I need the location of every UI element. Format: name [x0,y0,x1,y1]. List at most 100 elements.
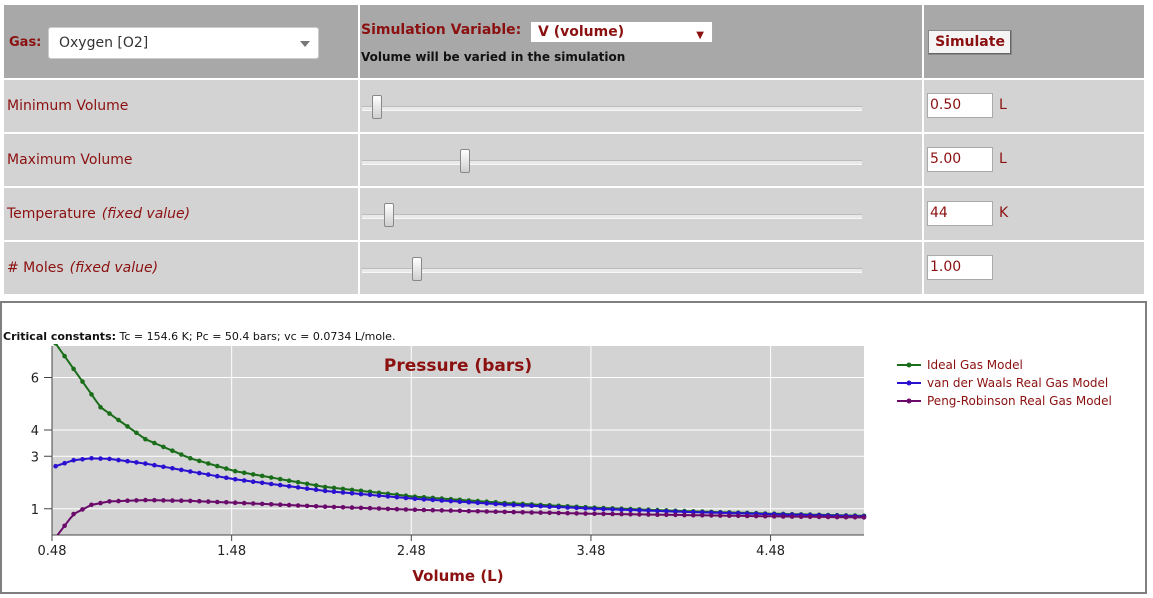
series-point [179,467,184,473]
chevron-down-icon [300,41,310,47]
y-axis: 1 3 4 6 [31,346,53,535]
series-point [116,457,121,463]
temperature-slider-handle[interactable] [384,203,394,227]
series-point [322,504,328,509]
grid [52,346,864,535]
series-point [143,461,148,466]
row-max-volume-label-cell: Maximum Volume [4,134,358,186]
series-point [376,506,382,511]
series-point [771,514,777,519]
series-point [125,424,130,429]
series-point [286,502,292,508]
series-point [322,484,328,490]
series-point [152,462,157,468]
chart-title: Pressure (bars) [384,356,532,376]
series-point [547,504,552,509]
series-point [206,499,211,504]
series-point [206,472,211,477]
series-point [340,486,346,492]
series-point [197,498,202,504]
series-point [484,501,490,506]
series-point [259,473,265,479]
moles-slider-handle[interactable] [412,257,422,281]
min-volume-input[interactable]: 0.50 [927,93,993,118]
series-point [304,481,310,487]
sim-var-cell: Simulation Variable: V (volume) ▼ Volume… [360,5,922,78]
series-point [340,490,346,495]
series-point [601,506,606,512]
x-tick-label: 3.48 [576,544,605,559]
series-point [277,482,283,488]
series-point [673,512,678,518]
series-point [134,430,139,436]
series-point [313,504,319,509]
series-point [170,498,175,503]
series-point [520,510,525,515]
row-label-text: Minimum Volume [7,98,129,114]
series-point [125,498,130,503]
series-point [664,512,669,518]
row-label-text: Temperature [7,206,96,222]
series-point [215,463,220,469]
max-volume-slider-handle[interactable] [460,149,470,173]
series-point [439,498,445,503]
legend-entry: van der Waals Real Gas Model [927,376,1108,390]
row-temperature-value-cell: 44 K [924,188,1144,240]
series-point [637,508,642,513]
temperature-slider[interactable] [362,203,862,227]
moles-input[interactable]: 1.00 [927,255,993,280]
sim-var-select[interactable]: V (volume) ▼ [530,21,713,43]
row-min-volume-label-cell: Minimum Volume [4,80,358,132]
series-point [161,444,166,450]
row-moles-label-cell: # Moles (fixed value) [4,242,358,294]
series-point [322,488,328,494]
series-point [286,478,292,483]
simulate-button[interactable]: Simulate [928,30,1012,55]
series-point [277,502,283,507]
series-point [313,483,319,488]
gas-select-value: Oxygen [O2] [59,35,149,51]
series-point [655,512,660,517]
critical-constants: Critical constants: Tc = 154.6 K; Pc = 5… [3,330,395,343]
series-point [556,504,561,510]
series-point [583,506,588,511]
series-point [700,513,705,518]
series-point [331,485,337,491]
series-point [367,505,373,511]
series-point [466,508,472,514]
critical-constants-text: Tc = 154.6 K; Pc = 50.4 bars; vc = 0.073… [119,330,396,343]
row-min-volume-slider-cell [360,80,922,132]
series-point [385,494,391,499]
series-point [125,458,130,464]
gas-cell: Gas: Oxygen [O2] [4,5,358,78]
series-point [179,452,184,457]
legend-entry: Peng-Robinson Real Gas Model [927,394,1112,408]
temperature-input[interactable]: 44 [927,201,993,226]
series-point [241,500,247,506]
series-point [816,514,822,520]
max-volume-slider[interactable] [362,149,862,173]
series-point [215,499,220,505]
gas-select[interactable]: Oxygen [O2] [48,27,319,59]
series-point [188,498,193,504]
x-axis: 0.48 1.48 2.48 3.48 4.48 [38,534,864,559]
series-point [735,513,741,519]
min-volume-slider[interactable] [362,95,862,119]
min-volume-slider-handle[interactable] [372,95,382,119]
max-volume-input[interactable]: 5.00 [927,147,993,172]
moles-slider[interactable] [362,257,862,281]
series-point [421,507,427,513]
series-point [610,511,615,517]
row-max-volume-value-cell: 5.00 L [924,134,1144,186]
series-point [161,498,166,503]
series-point [529,510,534,515]
series-point [493,509,499,514]
series-point [232,500,238,505]
series-point [107,456,112,462]
series-point [394,506,400,512]
series-point [394,494,400,500]
series-point [107,499,112,504]
x-tick-label: 1.48 [217,544,246,559]
x-tick-label: 4.48 [756,544,785,559]
series-point [789,514,795,519]
